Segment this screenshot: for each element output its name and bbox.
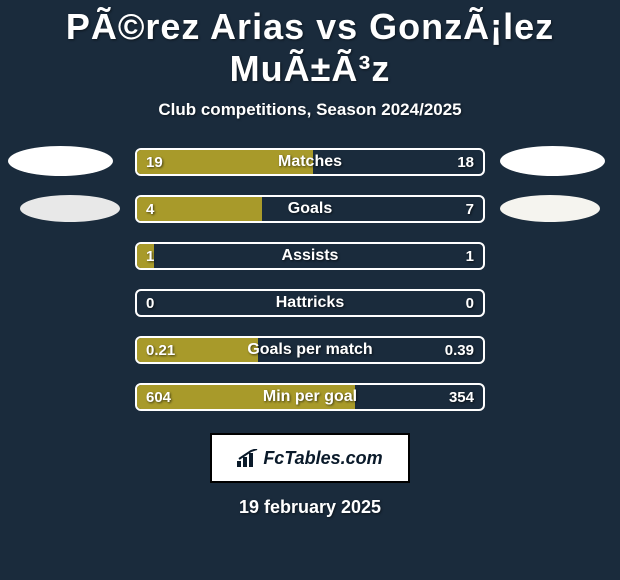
player-oval-left bbox=[8, 146, 113, 176]
stat-row: Assists11 bbox=[0, 242, 620, 270]
stat-bar-track bbox=[135, 148, 485, 176]
stat-row: Goals47 bbox=[0, 195, 620, 223]
stat-value-right: 1 bbox=[466, 242, 474, 270]
stat-bar-track bbox=[135, 195, 485, 223]
stat-value-left: 19 bbox=[146, 148, 163, 176]
stat-bar-fill bbox=[137, 150, 313, 174]
stat-row: Hattricks00 bbox=[0, 289, 620, 317]
stat-value-right: 18 bbox=[457, 148, 474, 176]
stat-row: Matches1918 bbox=[0, 148, 620, 176]
logo: FcTables.com bbox=[237, 448, 382, 469]
stat-value-left: 0.21 bbox=[146, 336, 175, 364]
player-oval-left bbox=[20, 195, 120, 222]
stat-value-right: 0 bbox=[466, 289, 474, 317]
chart-icon bbox=[237, 449, 259, 467]
stat-row: Goals per match0.210.39 bbox=[0, 336, 620, 364]
player-oval-right bbox=[500, 146, 605, 176]
stat-value-left: 4 bbox=[146, 195, 154, 223]
stat-bar-track bbox=[135, 289, 485, 317]
stat-bar-fill bbox=[137, 197, 262, 221]
page-title: PÃ©rez Arias vs GonzÃ¡lez MuÃ±Ã³z bbox=[0, 0, 620, 90]
stat-bar-track bbox=[135, 383, 485, 411]
stat-bar-track bbox=[135, 242, 485, 270]
stat-value-left: 604 bbox=[146, 383, 171, 411]
stat-bar-track bbox=[135, 336, 485, 364]
page-subtitle: Club competitions, Season 2024/2025 bbox=[0, 100, 620, 120]
logo-box: FcTables.com bbox=[210, 433, 410, 483]
logo-text: FcTables.com bbox=[263, 448, 382, 469]
stat-row: Min per goal604354 bbox=[0, 383, 620, 411]
player-oval-right bbox=[500, 195, 600, 222]
stat-value-right: 354 bbox=[449, 383, 474, 411]
stat-value-right: 7 bbox=[466, 195, 474, 223]
stat-value-right: 0.39 bbox=[445, 336, 474, 364]
stat-value-left: 1 bbox=[146, 242, 154, 270]
stat-value-left: 0 bbox=[146, 289, 154, 317]
stats-container: Matches1918Goals47Assists11Hattricks00Go… bbox=[0, 148, 620, 411]
date-label: 19 february 2025 bbox=[0, 497, 620, 518]
